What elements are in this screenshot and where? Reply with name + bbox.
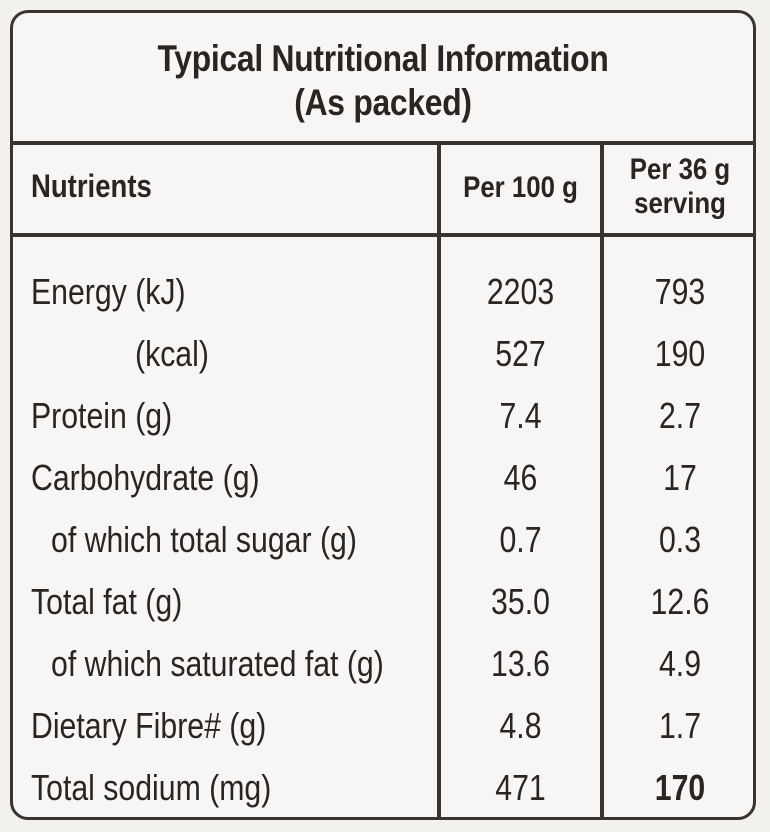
table-title: Typical Nutritional Information (157, 38, 609, 79)
header-per-100g: Per 100 g (463, 171, 578, 204)
table-row: of which saturated fat (g) 13.6 4.9 (13, 633, 753, 695)
table-row: of which total sugar (g) 0.7 0.3 (13, 509, 753, 571)
header-nutrients: Nutrients (31, 168, 152, 204)
value-per-100g: 2203 (486, 271, 555, 312)
value-per-100g: 35.0 (491, 581, 550, 622)
column-divider-1 (437, 145, 441, 817)
table-row: Total sodium (mg) 471 170 (13, 757, 753, 817)
row-label: Carbohydrate (g) (31, 457, 260, 498)
table-title-box: Typical Nutritional Information (As pack… (13, 13, 753, 145)
row-label: Energy (kJ) (31, 271, 186, 312)
column-divider-2 (600, 145, 604, 817)
row-label: Protein (g) (31, 395, 173, 436)
value-per-100g: 7.4 (499, 395, 542, 436)
value-per-serving: 4.9 (658, 643, 702, 684)
value-per-100g: 527 (495, 333, 546, 374)
value-per-serving: 17 (663, 457, 697, 498)
table-row: Protein (g) 7.4 2.7 (13, 385, 753, 447)
row-label: Total sodium (mg) (31, 767, 272, 808)
value-per-serving: 0.3 (658, 519, 702, 560)
row-label: of which saturated fat (g) (51, 643, 384, 684)
table-row: Total fat (g) 35.0 12.6 (13, 571, 753, 633)
value-per-100g: 13.6 (491, 643, 550, 684)
value-per-100g: 471 (495, 767, 546, 808)
row-label: Dietary Fibre# (g) (31, 705, 267, 746)
table-row: Dietary Fibre# (g) 4.8 1.7 (13, 695, 753, 757)
header-per-serving-line1: Per 36 g (629, 153, 731, 186)
value-per-serving: 2.7 (658, 395, 702, 436)
value-per-serving: 1.7 (658, 705, 702, 746)
value-per-100g: 4.8 (499, 705, 542, 746)
row-label: of which total sugar (g) (51, 519, 357, 560)
table-row: Carbohydrate (g) 46 17 (13, 447, 753, 509)
header-per-serving-line2: serving (634, 187, 726, 220)
header-per-serving: Per 36 g serving (615, 153, 746, 221)
value-per-100g: 0.7 (499, 519, 542, 560)
row-label: Total fat (g) (31, 581, 183, 622)
table-row: (kcal) 527 190 (13, 323, 753, 385)
nutrition-table: Typical Nutritional Information (As pack… (10, 10, 756, 820)
value-per-serving: 12.6 (650, 581, 710, 622)
value-per-100g: 46 (503, 457, 538, 498)
value-per-serving: 793 (654, 271, 706, 312)
value-per-serving: 170 (654, 767, 706, 808)
table-header-row: Nutrients Per 100 g Per 36 g serving (13, 145, 753, 237)
value-per-serving: 190 (654, 333, 706, 374)
table-subtitle: (As packed) (294, 82, 472, 123)
table-row: Energy (kJ) 2203 793 (13, 261, 753, 323)
row-label: (kcal) (135, 333, 209, 374)
